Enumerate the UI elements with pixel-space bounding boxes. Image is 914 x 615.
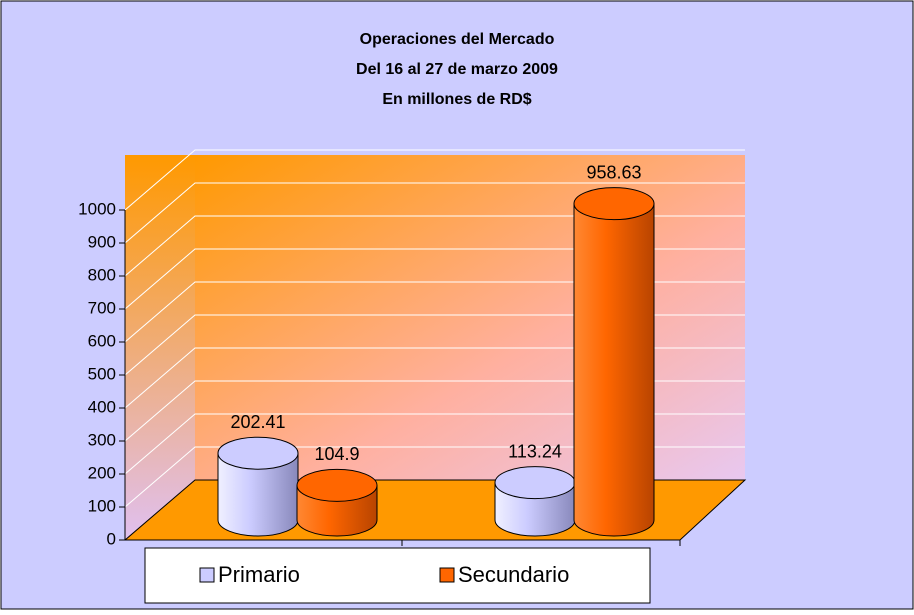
grid-line <box>124 248 745 310</box>
bar-top <box>296 468 378 502</box>
grid-line <box>124 446 745 508</box>
chart-title: Del 16 al 27 de marzo 2009 <box>356 61 558 78</box>
legend-label: Primario <box>218 562 300 587</box>
chart-title: En millones de RD$ <box>382 91 531 108</box>
y-tick-label: 0 <box>107 529 116 548</box>
bar-top <box>494 466 576 500</box>
grid-line <box>124 314 745 376</box>
legend-swatch <box>199 567 215 583</box>
y-tick-label: 700 <box>88 298 116 317</box>
bar <box>296 468 378 537</box>
grid-line <box>124 413 745 475</box>
bar <box>494 466 576 537</box>
legend-label: Secundario <box>458 562 569 587</box>
grid-line <box>124 281 745 343</box>
y-tick-label: 500 <box>88 364 116 383</box>
legend <box>144 547 651 604</box>
y-tick-label: 600 <box>88 331 116 350</box>
chart-title: Operaciones del Mercado <box>360 31 555 48</box>
bar-top <box>573 187 655 221</box>
grid-line <box>124 215 745 277</box>
value-label: 958.63 <box>586 162 641 182</box>
bar <box>217 436 299 537</box>
grid-line <box>124 347 745 409</box>
y-tick-label: 100 <box>88 496 116 515</box>
legend-swatch <box>439 567 455 583</box>
side-wall <box>125 155 195 540</box>
bar-body <box>573 203 655 537</box>
bar <box>573 187 655 537</box>
y-tick-label: 800 <box>88 265 116 284</box>
y-tick-label: 900 <box>88 232 116 251</box>
bar-top <box>217 436 299 470</box>
grid-line <box>124 149 745 211</box>
grid-line <box>124 182 745 244</box>
value-label: 113.24 <box>508 441 562 461</box>
value-label: 202.41 <box>230 412 285 432</box>
value-label: 104.9 <box>314 444 359 464</box>
grid-line <box>124 380 745 442</box>
y-tick-label: 400 <box>88 397 116 416</box>
y-tick-label: 1000 <box>78 199 116 218</box>
bar-body <box>217 452 299 537</box>
y-tick-label: 200 <box>88 463 116 482</box>
y-tick-label: 300 <box>88 430 116 449</box>
